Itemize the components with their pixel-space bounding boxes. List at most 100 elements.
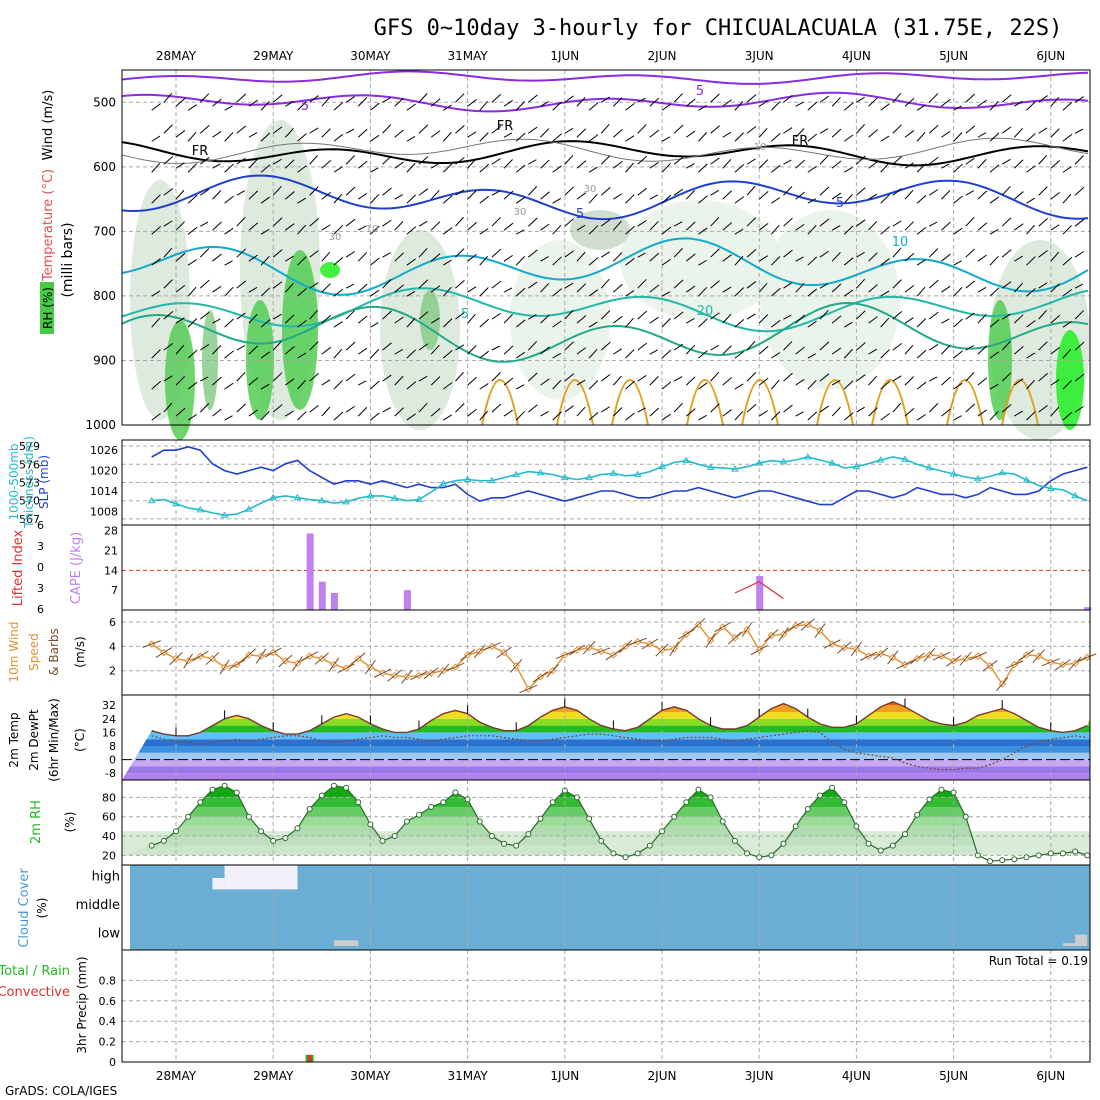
wind-barb bbox=[637, 124, 647, 134]
date-tick-top: 31MAY bbox=[447, 49, 488, 63]
wind-barb bbox=[686, 285, 696, 293]
thickness-marker bbox=[585, 473, 593, 481]
wind-barb bbox=[928, 403, 939, 413]
wind-barb bbox=[1001, 94, 1012, 103]
wind-barb bbox=[212, 163, 221, 169]
rh-marker bbox=[318, 792, 325, 799]
wind-barb bbox=[977, 409, 987, 417]
contour-label: 30 bbox=[584, 184, 597, 195]
wind-barb bbox=[746, 248, 757, 258]
wind-barb bbox=[552, 352, 562, 359]
wind-barb bbox=[698, 414, 707, 421]
rh-marker bbox=[780, 840, 787, 847]
upper-air-frame bbox=[121, 69, 1091, 426]
wind-barb-10m bbox=[932, 651, 951, 661]
wind-barb bbox=[309, 95, 319, 103]
wind-barb bbox=[746, 340, 756, 351]
wind-barb-10m bbox=[778, 627, 789, 642]
wind-barb bbox=[297, 197, 307, 204]
wind-barb bbox=[661, 136, 671, 142]
wind-barb bbox=[673, 311, 684, 320]
contour-line bbox=[686, 379, 724, 426]
wind-barb bbox=[200, 344, 210, 351]
pressure-tick: 600 bbox=[93, 160, 116, 174]
wind-barb bbox=[382, 124, 392, 134]
wind-barb bbox=[613, 375, 622, 386]
wind-barb bbox=[212, 408, 222, 417]
slp-tick: 1020 bbox=[90, 465, 118, 478]
wind-barb bbox=[491, 345, 500, 351]
wind-barb-10m bbox=[582, 640, 596, 655]
wind-barb bbox=[284, 282, 294, 293]
wind-barb bbox=[552, 224, 562, 235]
wind-barb bbox=[333, 133, 344, 142]
wind-barb bbox=[588, 321, 598, 328]
wind-barb bbox=[309, 218, 319, 227]
wind-barb bbox=[370, 102, 380, 111]
temp-band bbox=[122, 752, 1090, 760]
wind-barb bbox=[321, 224, 331, 231]
wind-barb bbox=[479, 132, 489, 142]
wind-barb bbox=[272, 126, 283, 134]
date-tick-top: 29MAY bbox=[253, 49, 294, 63]
rh-marker bbox=[197, 799, 204, 806]
wind-barb bbox=[248, 190, 259, 200]
wind-barb-10m bbox=[764, 629, 779, 642]
cape-bar bbox=[306, 533, 314, 610]
wind-barb bbox=[904, 221, 915, 231]
wind-barb bbox=[576, 283, 587, 293]
wind-barb bbox=[175, 98, 186, 107]
wind-barb bbox=[977, 159, 987, 169]
rh-marker bbox=[1035, 852, 1042, 859]
thickness-marker bbox=[463, 475, 472, 482]
wind-barb bbox=[394, 161, 404, 169]
wind-barb bbox=[880, 135, 890, 142]
li-tick: 6 bbox=[37, 603, 44, 616]
wind-barb bbox=[406, 317, 416, 328]
rh-marker bbox=[513, 842, 520, 849]
thickness-marker bbox=[220, 511, 229, 518]
thickness-marker bbox=[658, 462, 666, 470]
wind-barb bbox=[1074, 155, 1085, 165]
contour-line bbox=[741, 379, 779, 426]
wind-barb bbox=[540, 314, 550, 324]
rh-marker bbox=[270, 837, 277, 844]
footer-credit: GrADS: COLA/IGES bbox=[5, 1084, 117, 1098]
wind-barb bbox=[880, 194, 890, 204]
wind-barb bbox=[1062, 321, 1072, 328]
date-tick-top: 1JUN bbox=[550, 49, 579, 63]
temp-band bbox=[122, 705, 1090, 712]
wind-barb bbox=[151, 194, 161, 204]
wind-barb bbox=[856, 96, 865, 103]
rh-marker bbox=[974, 852, 981, 859]
wind-barb bbox=[856, 219, 866, 227]
wind-barb bbox=[916, 226, 927, 235]
wind-barb bbox=[187, 349, 198, 359]
wind-barb-10m bbox=[1041, 658, 1060, 667]
wind-barb bbox=[151, 290, 161, 297]
wind-barb bbox=[698, 286, 708, 297]
wind-barb bbox=[333, 193, 343, 204]
wind-barb bbox=[843, 289, 854, 297]
wind-barb bbox=[430, 162, 440, 169]
wind-barb bbox=[479, 228, 489, 235]
wind-barb-10m bbox=[192, 650, 209, 662]
cape-tick: 14 bbox=[104, 564, 118, 577]
wind-barb bbox=[491, 93, 502, 103]
wind-tick: 4 bbox=[109, 640, 116, 653]
wind-barb bbox=[187, 414, 197, 421]
wind-barb bbox=[819, 309, 829, 320]
wind-barb bbox=[686, 318, 695, 324]
thickness-marker bbox=[269, 493, 278, 501]
wind-barb bbox=[637, 187, 647, 196]
wind-barb bbox=[1038, 218, 1048, 227]
wind-barb bbox=[868, 97, 878, 107]
rh-marker bbox=[731, 837, 738, 844]
rh-marker bbox=[804, 805, 811, 812]
wind-barb bbox=[382, 187, 392, 196]
dewpoint-line bbox=[151, 730, 1088, 771]
wind-barb bbox=[807, 133, 818, 142]
wind-barb bbox=[831, 251, 841, 262]
rh-marker bbox=[501, 840, 508, 847]
wind-barb bbox=[430, 344, 440, 355]
